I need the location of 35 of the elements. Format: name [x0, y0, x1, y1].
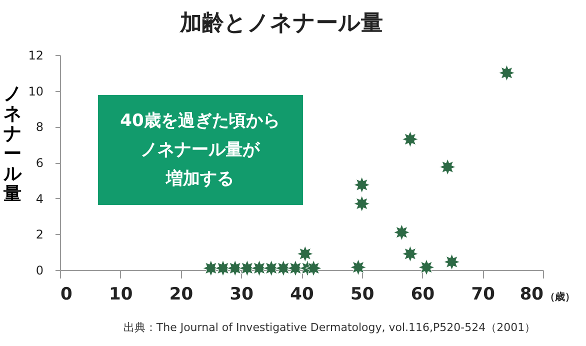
point	[444, 254, 460, 270]
y-tick-label: 4	[36, 192, 44, 206]
point	[393, 224, 410, 241]
y-axis-title: ノネナール量	[2, 84, 22, 204]
x-axis-title: （歳）	[545, 291, 575, 303]
x-tick-label: 0	[60, 284, 72, 304]
point	[402, 130, 418, 148]
point	[418, 259, 435, 276]
y-tick-label: 8	[36, 120, 44, 134]
point	[350, 259, 367, 276]
point	[296, 246, 314, 262]
y-tick-label: 10	[28, 84, 44, 98]
x-tick-label: 20	[169, 284, 194, 304]
x-tick-label: 40	[290, 284, 314, 304]
x-tick-label: 80	[520, 284, 544, 304]
x-tick-label: 10	[109, 284, 133, 304]
annotation: ノネナール量が	[140, 140, 260, 160]
y-tick-label: 6	[36, 156, 44, 170]
point	[498, 64, 516, 82]
point	[439, 158, 456, 176]
y-tick-label: 0	[36, 264, 44, 278]
y-tick-label: 2	[36, 228, 44, 242]
point	[354, 195, 370, 212]
x-tick-label: 70	[471, 284, 496, 304]
y-tick-label: 12	[28, 48, 44, 62]
source-note: 出典：The Journal of Investigative Dermatology, vol.116,P520-524（2001）	[123, 321, 536, 334]
x-tick-label: 60	[410, 284, 435, 304]
chart-title: 加齢とノネナール量	[179, 11, 383, 36]
point	[305, 260, 322, 277]
point	[402, 246, 418, 262]
annotation: 増加する	[165, 168, 234, 189]
point	[354, 176, 370, 194]
x-tick-label: 30	[230, 284, 254, 304]
x-tick-label: 50	[350, 284, 374, 304]
annotation: 40歳を過ぎた頃から	[120, 111, 280, 131]
